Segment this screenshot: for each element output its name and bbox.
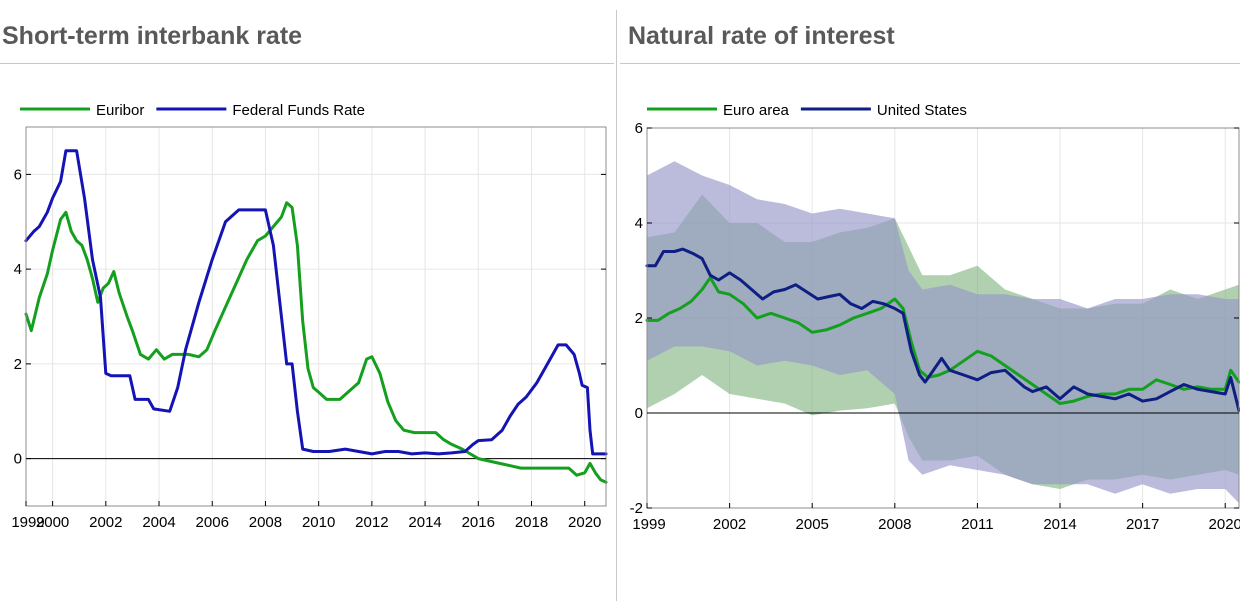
natural-x-tick-label: 2008	[878, 516, 911, 533]
natural-y-tick-label: 4	[635, 215, 643, 232]
natural-x-tick-label: 2002	[713, 516, 746, 533]
interbank-x-tick-label: 2000	[36, 514, 69, 531]
interbank-x-tick-label: 2006	[196, 514, 229, 531]
interbank-legend-label: Euribor	[96, 102, 144, 119]
natural-band-united-states	[647, 161, 1239, 504]
natural-y-tick-label: 6	[635, 120, 643, 137]
natural-rate-chart: 1999 2002 2005 2008 2011 2014 2017 2020 -2 0 2 4 6 Eu…	[630, 102, 1240, 533]
natural-y-tick-label: -2	[630, 500, 643, 517]
interbank-y-tick-label: 4	[14, 261, 22, 278]
interbank-x-tick-label: 2008	[249, 514, 282, 531]
interbank-series-euribor	[24, 201, 608, 484]
right-panel-title: Natural rate of interest	[628, 22, 895, 50]
interbank-x-tick-label: 2014	[408, 514, 441, 531]
interbank-y-tick-label: 6	[14, 166, 22, 183]
interbank-legend-label: Federal Funds Rate	[232, 102, 365, 119]
left-title-divider	[0, 63, 614, 64]
panel-divider	[616, 10, 617, 601]
interbank-y-tick-label: 2	[14, 356, 22, 373]
natural-x-tick-label: 2017	[1126, 516, 1159, 533]
interbank-x-tick-label: 2018	[515, 514, 548, 531]
natural-x-tick-label: 2005	[796, 516, 829, 533]
natural-x-tick-label: 2011	[961, 516, 993, 533]
interbank-x-tick-label: 2004	[142, 514, 175, 531]
natural-x-tick-label: 1999	[632, 516, 665, 533]
interbank-x-tick-label: 2010	[302, 514, 335, 531]
natural-x-tick-label: 2014	[1043, 516, 1076, 533]
natural-x-tick-label: 2020	[1209, 516, 1240, 533]
interbank-x-tick-label: 2016	[462, 514, 495, 531]
natural-y-tick-label: 2	[635, 310, 643, 327]
interbank-x-tick-label: 1999	[11, 514, 44, 531]
interbank-series-federal-funds-rate	[24, 149, 608, 456]
left-panel-title: Short-term interbank rate	[2, 22, 303, 50]
right-title-divider	[620, 63, 1240, 64]
interbank-x-tick-label: 2002	[89, 514, 122, 531]
natural-legend-label: United States	[877, 102, 967, 119]
interbank-x-tick-label: 2020	[568, 514, 601, 531]
natural-y-tick-label: 0	[635, 405, 643, 422]
natural-legend-label: Euro area	[723, 102, 790, 119]
interbank-x-tick-label: 2012	[355, 514, 388, 531]
interbank-y-tick-label: 0	[14, 451, 22, 468]
natural-series-united-states	[645, 247, 1240, 413]
interbank-plot-frame	[25, 126, 607, 507]
